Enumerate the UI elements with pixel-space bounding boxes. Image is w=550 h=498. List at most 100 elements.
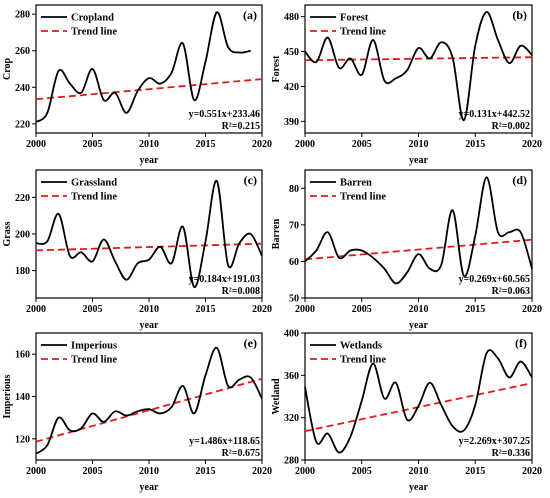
legend-label-series: Grassland [71, 178, 117, 189]
series-line [35, 346, 263, 455]
x-tick-label: 2010 [409, 466, 429, 477]
legend-label-trend: Trend line [71, 192, 117, 203]
x-tick-label: 2005 [352, 466, 372, 477]
y-tick-label: 260 [15, 46, 30, 57]
r-squared: R²=0.675 [222, 448, 260, 459]
y-tick-label: 80 [289, 184, 299, 195]
x-axis-label: year [140, 482, 159, 493]
x-tick-label: 2020 [522, 304, 542, 315]
legend-label-series: Imperious [71, 341, 117, 352]
x-tick-label: 2020 [252, 466, 272, 477]
r-squared: R²=0.336 [492, 448, 530, 459]
x-tick-label: 2000 [295, 304, 315, 315]
y-tick-label: 60 [289, 257, 299, 268]
x-tick-label: 2015 [196, 304, 216, 315]
x-tick-label: 2005 [83, 304, 103, 315]
r-squared: R²=0.063 [492, 286, 530, 297]
series-line [304, 11, 533, 122]
series-line [304, 349, 533, 454]
x-tick-label: 2000 [26, 466, 46, 477]
y-tick-label: 280 [284, 456, 299, 467]
panel-letter: (f) [515, 336, 527, 350]
y-tick-label: 280 [15, 10, 30, 21]
trend-equation: y=0.184x+191.03 [189, 274, 260, 285]
panel-letter: (d) [512, 173, 527, 187]
legend-label-series: Barren [340, 178, 372, 189]
chart-panel-3: 2000 2005 2010 2015 2020 180 200 220 year Grass Gr… [2, 169, 272, 331]
panel-letter: (a) [243, 8, 257, 22]
y-tick-label: 480 [284, 12, 299, 23]
y-tick-label: 220 [15, 119, 30, 130]
x-tick-label: 2020 [252, 304, 272, 315]
x-tick-label: 2005 [83, 466, 103, 477]
legend-label-trend: Trend line [71, 27, 117, 38]
y-tick-label: 390 [284, 117, 299, 128]
legend-label-trend: Trend line [340, 192, 386, 203]
x-tick-label: 2005 [352, 304, 372, 315]
y-tick-label: 240 [15, 83, 30, 94]
series-line [35, 180, 263, 288]
x-axis-label: year [409, 320, 428, 331]
x-tick-label: 2005 [352, 139, 372, 150]
x-axis-label: year [409, 155, 428, 166]
x-axis-label: year [140, 320, 159, 331]
x-tick-label: 2000 [295, 139, 315, 150]
x-tick-label: 2010 [139, 304, 159, 315]
trend-equation: y=1.486x+118.65 [189, 436, 260, 447]
y-axis-label: Grass [2, 221, 13, 246]
x-tick-label: 2015 [465, 466, 485, 477]
y-tick-label: 140 [15, 392, 30, 403]
r-squared: R²=0.008 [222, 286, 260, 297]
trend-equation: y=2.269x+307.25 [459, 436, 530, 447]
series-line [304, 176, 533, 285]
y-tick-label: 450 [284, 47, 299, 58]
legend-label-trend: Trend line [340, 355, 386, 366]
x-tick-label: 2010 [409, 304, 429, 315]
trend-line [35, 377, 263, 443]
trend-line [304, 56, 533, 62]
panel-letter: (b) [512, 8, 527, 22]
y-axis-label: Barren [271, 218, 282, 249]
y-tick-label: 220 [15, 193, 30, 204]
chart-panel-5: 2000 2005 2010 2015 2020 120 140 160 year Imperio… [2, 332, 272, 493]
y-axis-label: Forest [271, 55, 282, 83]
y-tick-label: 420 [284, 82, 299, 93]
y-axis-label: Imperious [2, 374, 13, 418]
series-line [35, 11, 251, 123]
x-tick-label: 2015 [196, 139, 216, 150]
trend-line [304, 238, 533, 261]
x-tick-label: 2020 [522, 139, 542, 150]
x-tick-label: 2005 [83, 139, 103, 150]
y-tick-label: 160 [15, 350, 30, 361]
r-squared: R²=0.002 [492, 121, 530, 132]
x-tick-label: 2000 [26, 139, 46, 150]
y-tick-label: 200 [15, 230, 30, 241]
trend-equation: y=0.551x+233.46 [189, 109, 260, 120]
legend-label-series: Cropland [71, 13, 114, 24]
panel-letter: (c) [244, 173, 257, 187]
x-tick-label: 2015 [465, 304, 485, 315]
trend-line [35, 78, 263, 101]
x-axis-label: year [409, 482, 428, 493]
legend-label-series: Wetlands [340, 341, 382, 352]
y-tick-label: 180 [15, 266, 30, 277]
x-tick-label: 2000 [295, 466, 315, 477]
chart-panel-1: 2000 2005 2010 2015 2020 220 240 260 280 year Crop… [2, 4, 272, 166]
x-tick-label: 2015 [465, 139, 485, 150]
chart-panel-6: 2000 2005 2010 2015 2020 280 320 360 400 year Wetl… [271, 329, 542, 494]
y-axis-label: Crop [2, 58, 13, 80]
y-tick-label: 120 [15, 434, 30, 445]
r-squared: R²=0.215 [222, 121, 260, 132]
x-tick-label: 2010 [409, 139, 429, 150]
legend-label-trend: Trend line [340, 27, 386, 38]
x-tick-label: 2015 [196, 466, 216, 477]
x-tick-label: 2010 [139, 139, 159, 150]
panel-letter: (e) [244, 336, 257, 350]
y-tick-label: 360 [284, 371, 299, 382]
legend-label-series: Forest [340, 13, 369, 24]
trend-equation: y=0.131x+442.52 [459, 109, 530, 120]
y-axis-label: Wetland [271, 378, 282, 415]
x-tick-label: 2000 [26, 304, 46, 315]
